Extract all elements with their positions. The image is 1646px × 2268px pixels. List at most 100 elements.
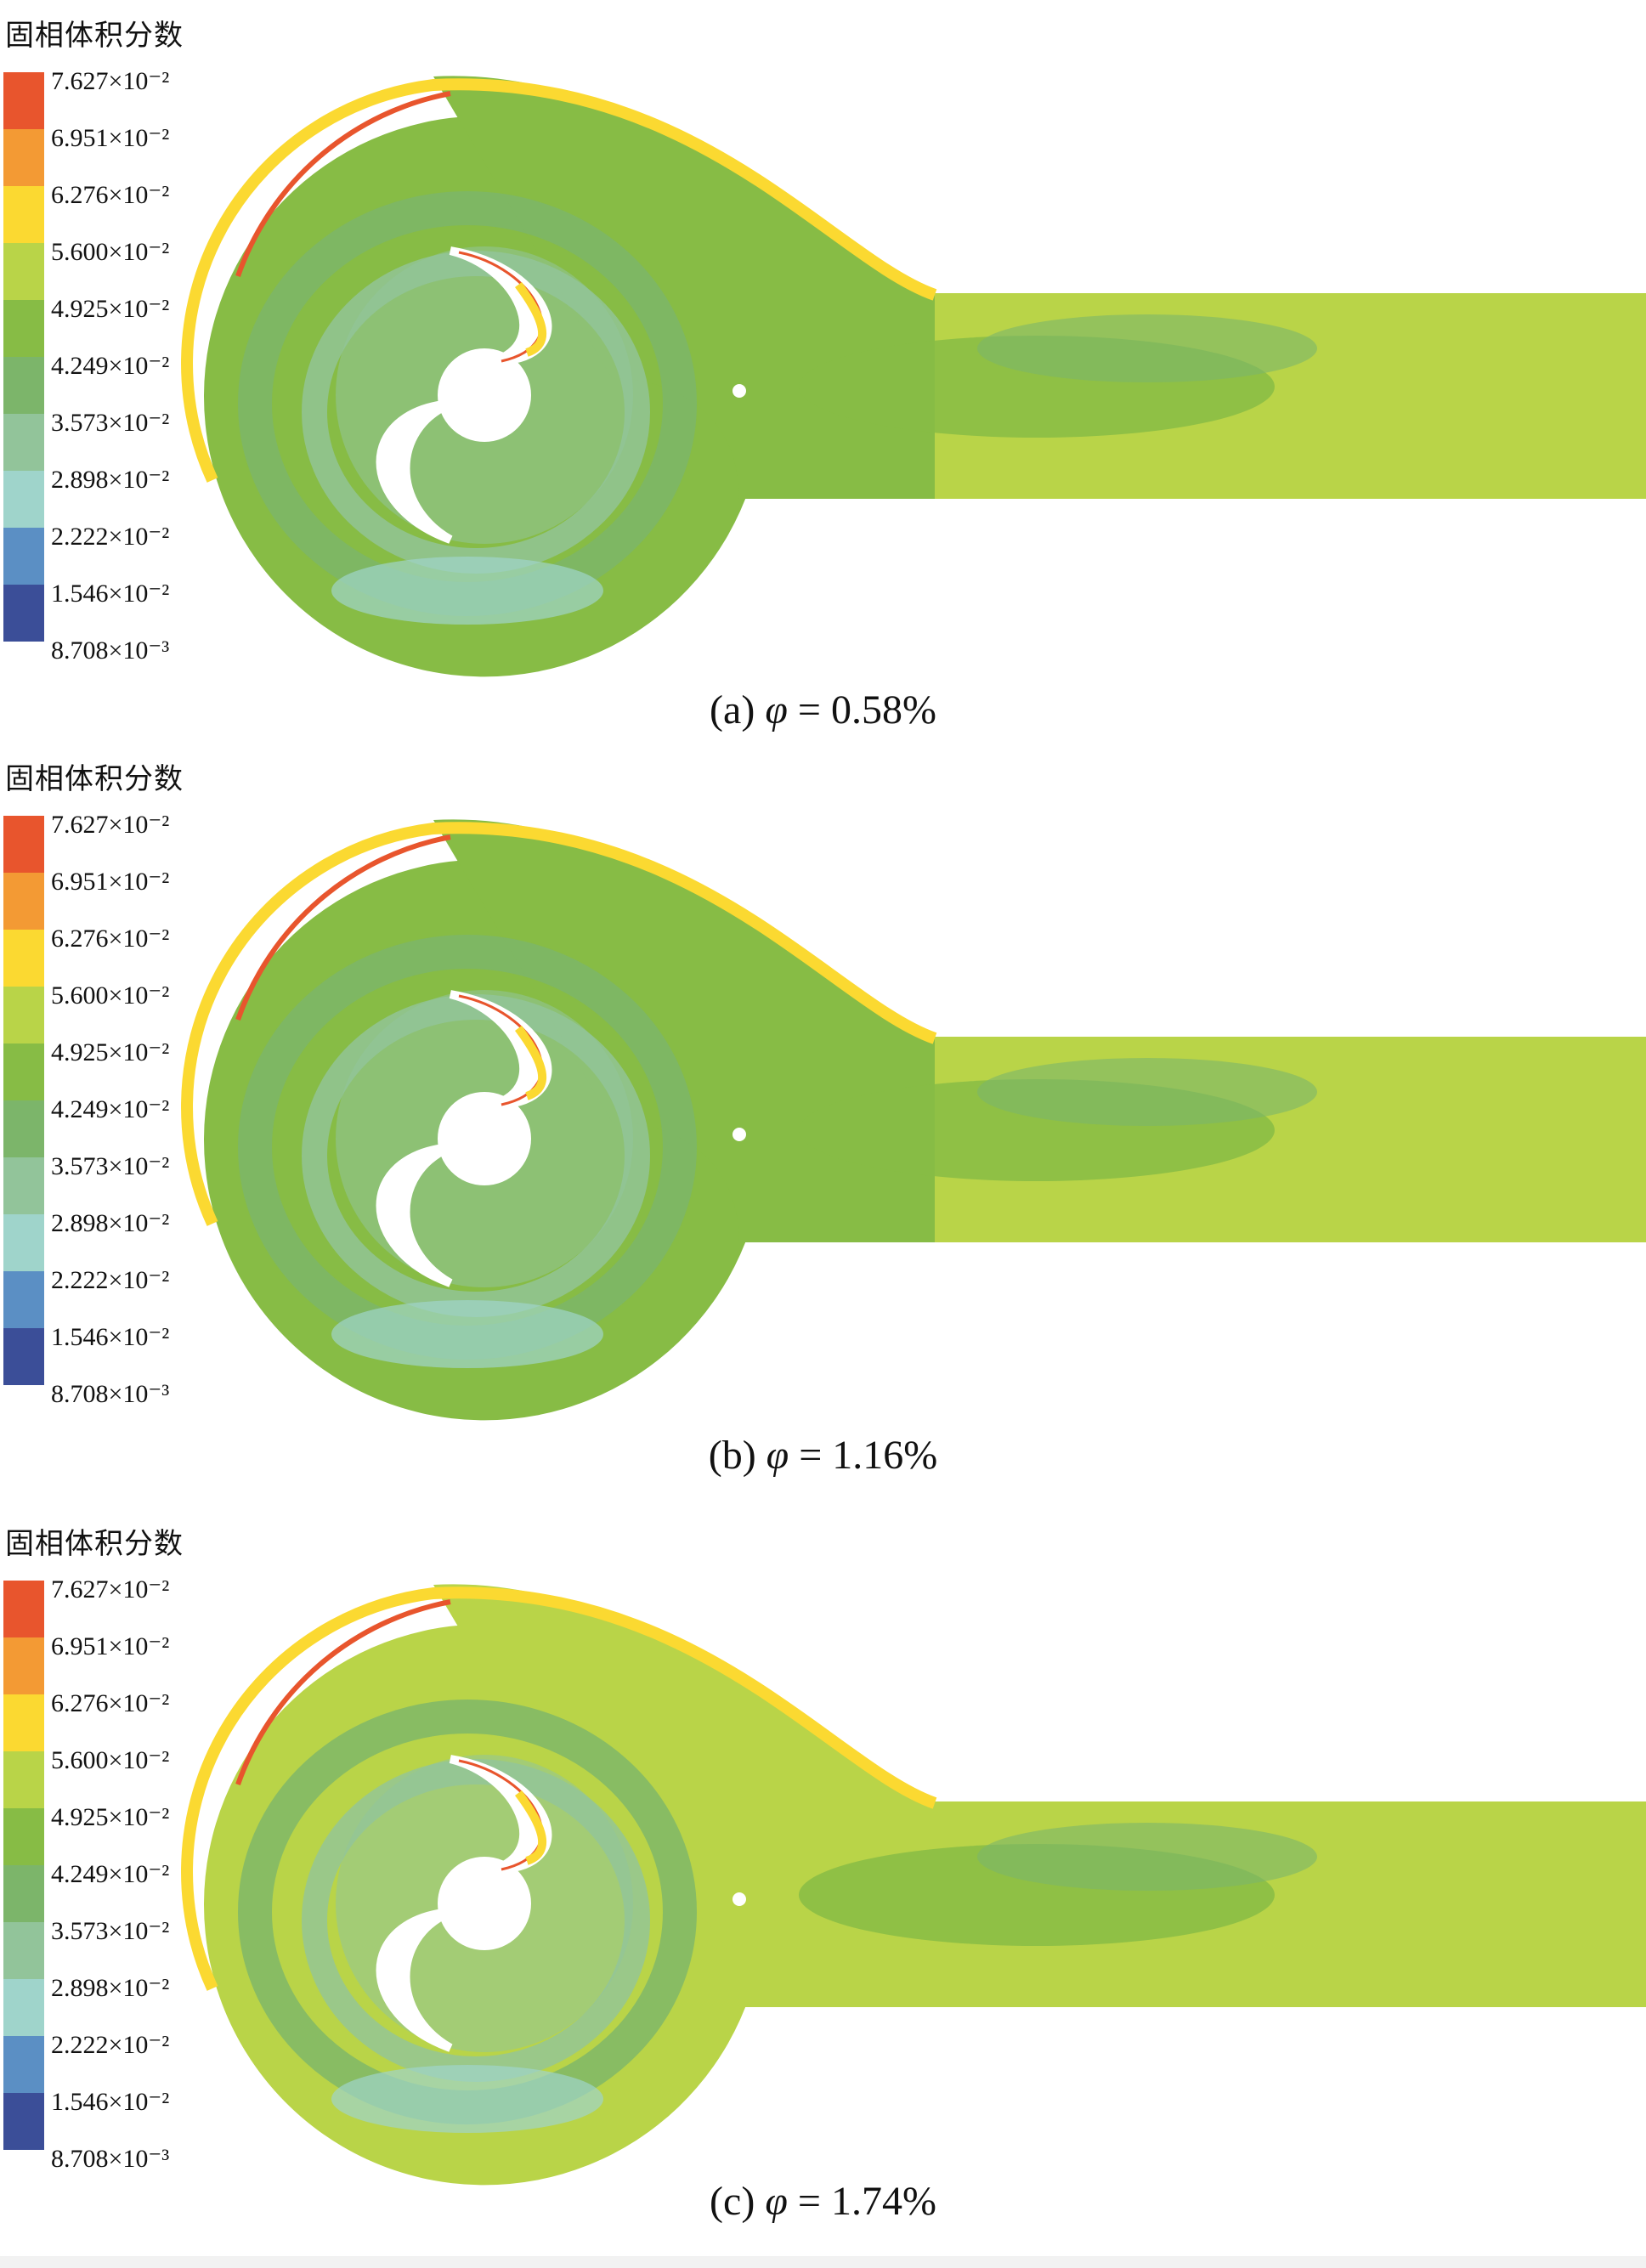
colorbar-label: 7.627×10⁻² (51, 67, 170, 95)
colorbar-label: 7.627×10⁻² (51, 811, 170, 839)
colorbar-label: 5.600×10⁻² (51, 981, 170, 1010)
colorbar-swatch (3, 357, 44, 414)
volume-fraction-contour (181, 819, 1646, 1421)
panel-caption: (b) φ = 1.16% (0, 1432, 1646, 1479)
caption-value: = 0.58% (787, 687, 936, 732)
colorbar-swatch (3, 873, 44, 930)
legend-title: 固相体积分数 (5, 19, 184, 53)
caption-value: = 1.16% (789, 1433, 938, 1478)
pipe-zone (977, 1058, 1317, 1126)
colorbar-label: 6.951×10⁻² (51, 124, 170, 152)
colorbar-swatch (3, 1044, 44, 1100)
colorbar-swatch (3, 930, 44, 987)
colorbar-label: 2.222×10⁻² (51, 523, 170, 551)
colorbar-label: 4.925×10⁻² (51, 295, 170, 323)
rim-band (181, 78, 937, 483)
caption-symbol: φ (765, 2179, 788, 2224)
colorbar-swatch (3, 186, 44, 243)
caption-prefix: (a) (710, 687, 766, 732)
caption-value: = 1.74% (787, 2179, 936, 2224)
low-fraction-zone (331, 1300, 603, 1368)
colorbar-label: 4.249×10⁻² (51, 352, 170, 380)
volume-fraction-contour (181, 1584, 1646, 2186)
colorbar-label: 2.222×10⁻² (51, 1266, 170, 1294)
colorbar-swatch (3, 1271, 44, 1328)
colorbar-swatch (3, 816, 44, 873)
colorbar-label: 8.708×10⁻³ (51, 636, 170, 665)
blade-wake (514, 282, 546, 357)
legend-title: 固相体积分数 (5, 762, 184, 796)
colorbar-swatch (3, 1979, 44, 2036)
colorbar-swatch (3, 300, 44, 357)
colorbar-label: 4.249×10⁻² (51, 1860, 170, 1888)
low-fraction-zone (331, 557, 603, 625)
colorbar-label: 2.898×10⁻² (51, 1209, 170, 1237)
colorbar-swatch (3, 1637, 44, 1694)
colorbar-label: 4.925×10⁻² (51, 1803, 170, 1831)
colorbar-swatch (3, 1808, 44, 1865)
rim-peak (235, 1599, 451, 1785)
colorbar-label: 3.573×10⁻² (51, 1152, 170, 1180)
colorbar-label: 2.898×10⁻² (51, 466, 170, 494)
impeller-blade (376, 1143, 453, 1287)
panel-caption: (a) φ = 0.58% (0, 687, 1646, 733)
impeller-blade (376, 399, 453, 544)
colorbar (3, 816, 44, 1385)
low-fraction-zone (331, 2065, 603, 2133)
colorbar-swatch (3, 1328, 44, 1385)
colorbar-label: 4.925×10⁻² (51, 1038, 170, 1066)
caption-prefix: (b) (708, 1433, 766, 1478)
colorbar-swatch (3, 585, 44, 642)
colorbar-label: 5.600×10⁻² (51, 238, 170, 266)
tongue-gap (732, 1128, 746, 1141)
colorbar (3, 1581, 44, 2150)
tongue-gap (732, 1892, 746, 1906)
colorbar (3, 72, 44, 642)
colorbar-label: 6.276×10⁻² (51, 1689, 170, 1717)
impeller-blade (449, 1755, 552, 1874)
colorbar-label: 8.708×10⁻³ (51, 2145, 170, 2173)
tongue-gap (732, 384, 746, 398)
impeller-blade (449, 246, 552, 365)
caption-prefix: (c) (710, 2179, 766, 2224)
panel-caption: (c) φ = 1.74% (0, 2178, 1646, 2225)
pipe-zone (977, 314, 1317, 382)
colorbar-label: 6.951×10⁻² (51, 868, 170, 896)
colorbar-label: 2.222×10⁻² (51, 2031, 170, 2059)
colorbar-swatch (3, 243, 44, 300)
colorbar-label: 2.898×10⁻² (51, 1974, 170, 2002)
rim-peak (235, 91, 451, 277)
legend-title: 固相体积分数 (5, 1527, 184, 1561)
colorbar-swatch (3, 1751, 44, 1808)
colorbar-swatch (3, 72, 44, 129)
colorbar-label: 5.600×10⁻² (51, 1746, 170, 1774)
colorbar-swatch (3, 2093, 44, 2150)
colorbar-label: 3.573×10⁻² (51, 409, 170, 437)
colorbar-label: 1.546×10⁻² (51, 2088, 170, 2116)
colorbar-swatch (3, 2036, 44, 2093)
rim-band (181, 822, 937, 1226)
colorbar-swatch (3, 129, 44, 186)
colorbar-label: 1.546×10⁻² (51, 1323, 170, 1351)
colorbar-swatch (3, 1865, 44, 1922)
colorbar-swatch (3, 1100, 44, 1157)
caption-symbol: φ (766, 1433, 789, 1478)
colorbar-label: 6.276×10⁻² (51, 181, 170, 209)
colorbar-swatch (3, 414, 44, 471)
rim-band (181, 1586, 937, 1991)
page-bottom-strip (0, 2256, 1646, 2268)
caption-symbol: φ (765, 687, 788, 732)
colorbar-swatch (3, 987, 44, 1044)
impeller-blade (449, 990, 552, 1109)
colorbar-swatch (3, 1581, 44, 1637)
colorbar-label: 4.249×10⁻² (51, 1095, 170, 1123)
rim-peak (235, 834, 451, 1021)
colorbar-label: 8.708×10⁻³ (51, 1380, 170, 1408)
hub-hole (438, 1857, 531, 1950)
colorbar-swatch (3, 471, 44, 528)
colorbar-swatch (3, 1694, 44, 1751)
blade-wake (514, 1026, 546, 1100)
blade-wake (514, 1790, 546, 1865)
volume-fraction-contour (181, 76, 1646, 677)
colorbar-swatch (3, 1922, 44, 1979)
